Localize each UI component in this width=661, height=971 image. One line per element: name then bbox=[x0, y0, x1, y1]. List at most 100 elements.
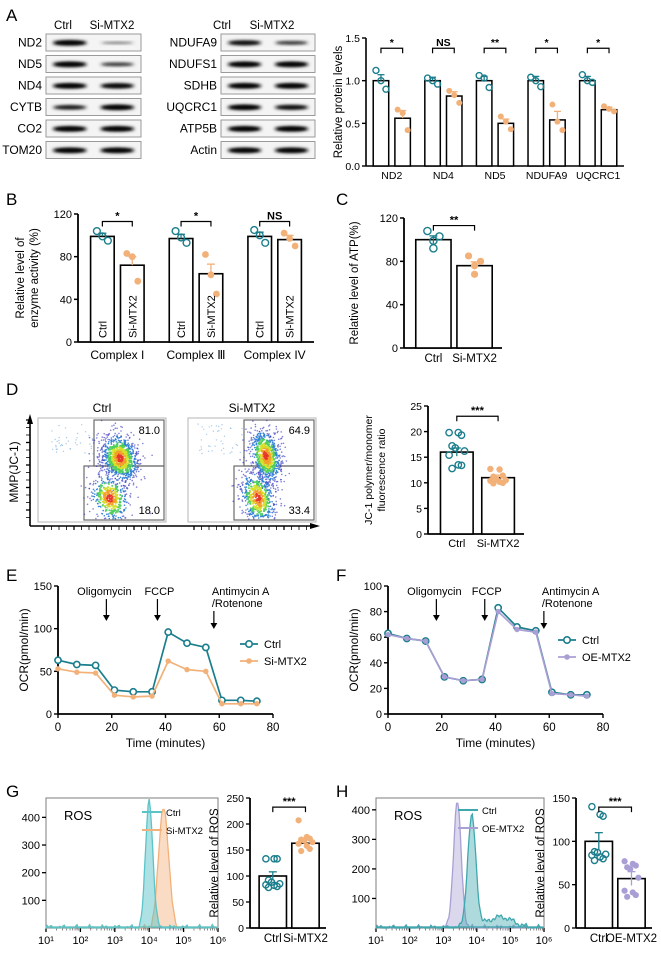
flow-event bbox=[248, 496, 251, 499]
axis-label: fluorescence ratio bbox=[376, 428, 388, 511]
series-marker bbox=[183, 639, 191, 648]
flow-event bbox=[259, 489, 262, 492]
blot-band-core bbox=[277, 105, 306, 110]
flow-event bbox=[105, 434, 107, 436]
flow-event bbox=[120, 485, 123, 487]
flow-event bbox=[125, 507, 127, 509]
flow-event bbox=[273, 454, 276, 457]
flow-event bbox=[115, 483, 118, 486]
significance-label: NS bbox=[436, 37, 451, 49]
flow-event bbox=[268, 464, 271, 467]
flow-event bbox=[108, 497, 111, 500]
flow-event bbox=[96, 437, 98, 439]
flow-event bbox=[249, 508, 252, 511]
blot-row-label: ND5 bbox=[18, 57, 42, 71]
flow-event bbox=[260, 444, 263, 447]
flow-event bbox=[278, 459, 280, 462]
blot-band-core bbox=[102, 148, 132, 153]
data-point bbox=[537, 82, 545, 91]
flow-event bbox=[115, 494, 118, 497]
flow-event bbox=[103, 492, 106, 495]
y-tick-label: 300 bbox=[352, 834, 370, 846]
bar-label: Si-MTX2 bbox=[127, 295, 139, 338]
flow-event bbox=[260, 456, 263, 458]
flow-event bbox=[275, 455, 278, 457]
flow-event bbox=[134, 468, 136, 471]
y-tick-label: 20 bbox=[410, 427, 422, 439]
flow-event bbox=[101, 482, 104, 484]
flow-event bbox=[256, 446, 259, 449]
flow-event bbox=[269, 479, 272, 482]
flow-event bbox=[126, 433, 128, 436]
y-tick-label: 10 bbox=[410, 478, 422, 490]
flow-event bbox=[272, 495, 274, 497]
flow-event bbox=[111, 478, 113, 480]
flow-event bbox=[120, 459, 123, 462]
flow-event bbox=[270, 492, 273, 494]
flow-event bbox=[143, 476, 146, 478]
legend-marker bbox=[563, 636, 572, 645]
significance-bracket bbox=[272, 806, 307, 813]
flow-event bbox=[109, 429, 112, 432]
series-marker bbox=[129, 687, 138, 696]
flow-event bbox=[97, 515, 99, 518]
flow-event-sparse bbox=[200, 448, 203, 450]
flow-event bbox=[119, 494, 122, 496]
y-tick-label: 0 bbox=[46, 709, 52, 721]
blot-box bbox=[220, 141, 316, 159]
flow-event bbox=[127, 472, 129, 474]
flow-event bbox=[276, 449, 279, 451]
flow-event-sparse bbox=[51, 430, 53, 432]
flow-event bbox=[108, 441, 110, 443]
flow-event bbox=[113, 434, 116, 437]
flow-event bbox=[107, 503, 110, 505]
flow-event bbox=[244, 449, 246, 452]
flow-event bbox=[106, 468, 109, 470]
flow-event bbox=[105, 437, 107, 440]
blot-band-core bbox=[277, 148, 306, 153]
flow-event-sparse bbox=[214, 445, 216, 447]
flow-event bbox=[274, 511, 277, 514]
data-point bbox=[457, 461, 466, 470]
flow-event bbox=[241, 483, 244, 486]
x-tick-label: 80 bbox=[597, 722, 610, 734]
flow-event bbox=[266, 419, 268, 422]
flow-event bbox=[257, 466, 260, 469]
flow-event bbox=[136, 461, 138, 463]
flow-event bbox=[271, 483, 274, 485]
flow-event bbox=[268, 468, 271, 471]
flow-event bbox=[114, 438, 117, 441]
flow-event bbox=[256, 489, 259, 492]
flow-event bbox=[259, 509, 262, 512]
flow-event bbox=[105, 491, 108, 494]
flow-event-sparse bbox=[62, 450, 65, 453]
flow-event bbox=[107, 447, 109, 449]
flow-event bbox=[262, 480, 265, 483]
legend-label: Ctrl bbox=[582, 635, 599, 647]
bar bbox=[414, 238, 452, 349]
flow-event bbox=[271, 439, 273, 441]
flow-event bbox=[105, 471, 108, 473]
flow-event bbox=[138, 438, 141, 440]
flow-event bbox=[103, 468, 106, 471]
flow-event bbox=[277, 467, 279, 469]
flow-event bbox=[114, 498, 117, 501]
flow-event bbox=[250, 478, 253, 481]
flow-event bbox=[119, 510, 121, 513]
flow-event bbox=[264, 491, 267, 494]
flow-event bbox=[106, 496, 109, 498]
blot-box bbox=[220, 76, 316, 95]
flow-event bbox=[232, 500, 234, 503]
flow-event bbox=[255, 515, 257, 517]
flow-event bbox=[116, 468, 119, 471]
flow-event bbox=[132, 449, 134, 451]
flow-event bbox=[101, 457, 104, 459]
flow-event bbox=[268, 494, 271, 496]
flow-event bbox=[118, 477, 121, 480]
blot-row-label: NDUFS1 bbox=[169, 57, 217, 71]
flow-event bbox=[249, 450, 252, 453]
legend-label: OE-MTX2 bbox=[582, 652, 631, 664]
series-marker bbox=[584, 693, 590, 699]
flow-event bbox=[254, 425, 257, 428]
flow-event bbox=[257, 484, 259, 487]
